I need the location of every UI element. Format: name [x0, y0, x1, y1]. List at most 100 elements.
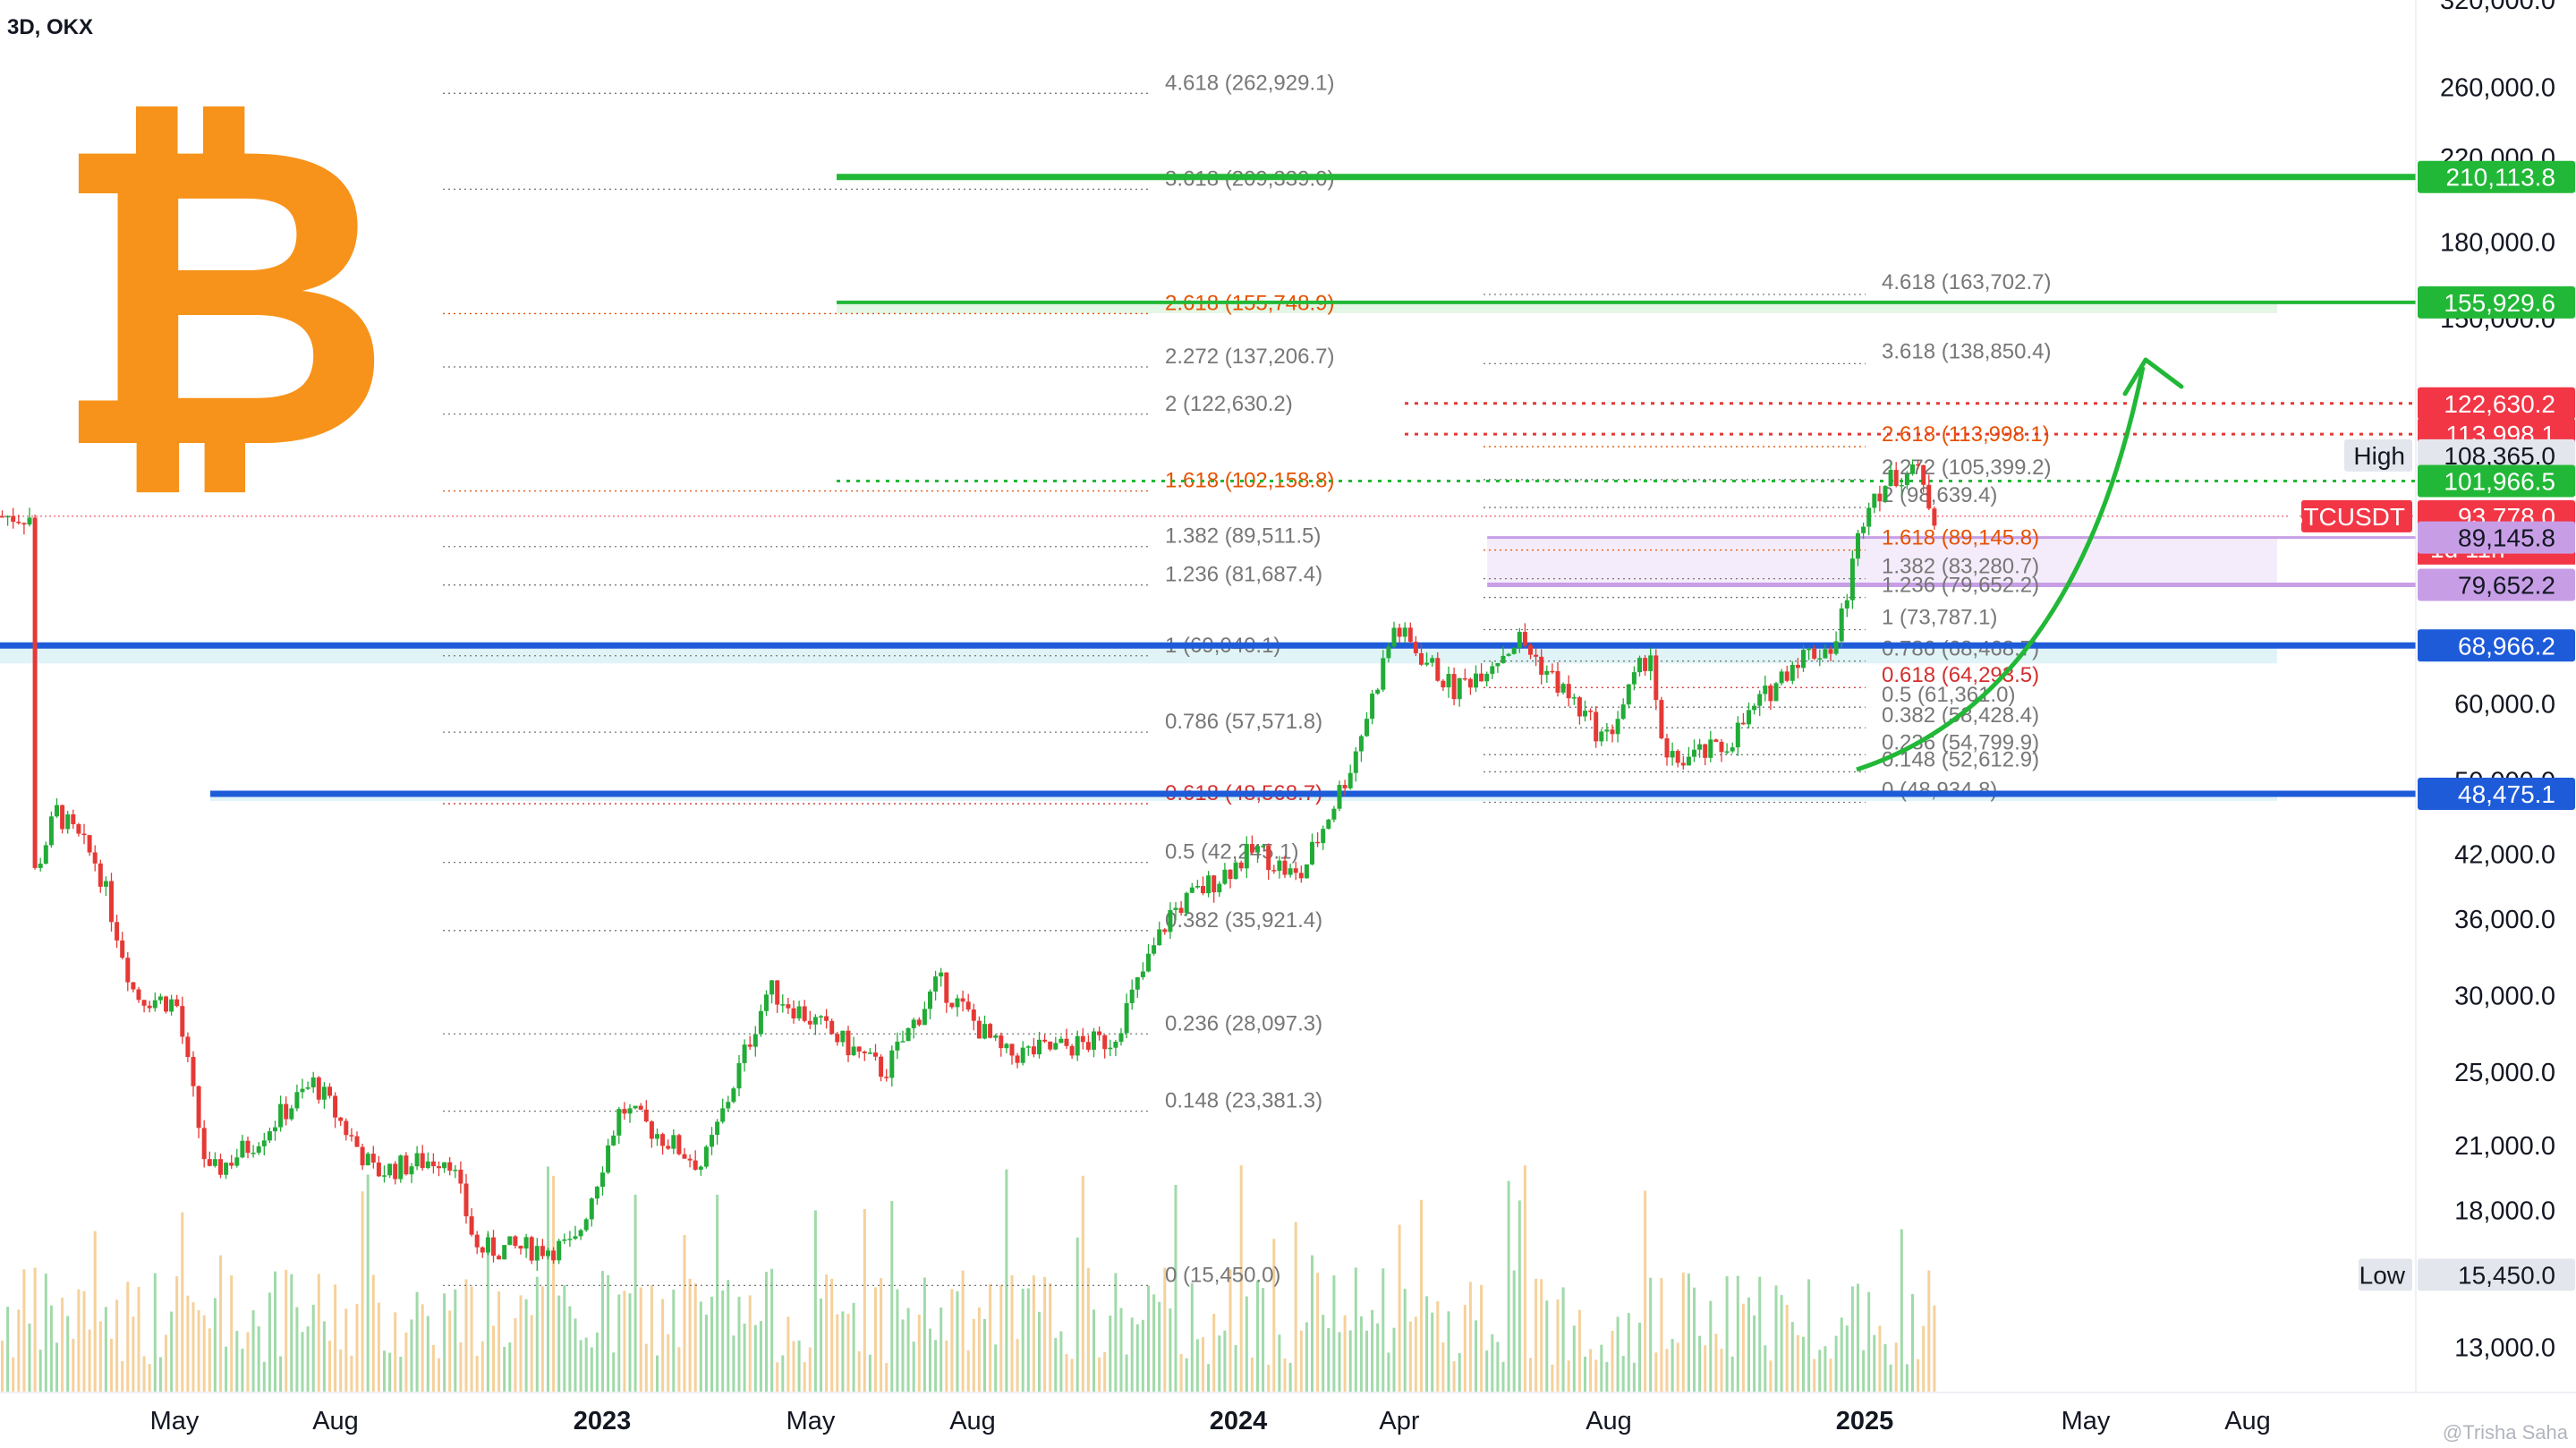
volume-bar	[781, 1355, 785, 1392]
candle-body	[360, 1146, 365, 1166]
volume-bar	[366, 1174, 370, 1392]
price-tag-prefix: Low	[2359, 1261, 2406, 1289]
candle-body	[1315, 841, 1321, 844]
volume-bar	[677, 1347, 681, 1392]
time-axis-tick: 2023	[574, 1407, 632, 1435]
time-axis-tick: May	[2062, 1407, 2111, 1435]
candle-body	[1391, 627, 1397, 647]
volume-bar	[639, 1287, 642, 1392]
volume-bar	[1616, 1316, 1620, 1392]
symbol-title[interactable]: 3D, OKX	[7, 15, 93, 39]
volume-bar	[1845, 1325, 1849, 1392]
candle-body	[43, 845, 48, 865]
price-tag-prefix: High	[2353, 442, 2405, 470]
volume-bar	[514, 1317, 517, 1392]
volume-bar	[246, 1332, 250, 1392]
candle-body	[1801, 650, 1806, 669]
candle-body	[294, 1092, 300, 1109]
volume-bar	[1627, 1313, 1630, 1392]
candle-body	[671, 1135, 676, 1149]
volume-bar	[601, 1271, 604, 1392]
candle-body	[1555, 670, 1560, 693]
candle-body	[736, 1062, 742, 1089]
candle-body	[169, 999, 174, 1012]
purple-zone	[1487, 537, 2277, 585]
candle-body	[1790, 664, 1795, 681]
price-axis: 320,000.0260,000.0220,000.0180,000.0150,…	[2415, 0, 2555, 1392]
volume-bar	[1207, 1364, 1211, 1392]
candle-body	[1823, 649, 1828, 659]
candle-body	[1020, 1047, 1025, 1063]
price-tag[interactable]: 101,966.5	[2418, 464, 2575, 498]
volume-bar	[1764, 1345, 1767, 1392]
candle-body	[999, 1035, 1004, 1049]
volume-bar	[1758, 1276, 1762, 1392]
volume-bar	[1169, 1308, 1172, 1392]
volume-bar	[213, 1298, 217, 1392]
volume-bar	[1414, 1316, 1417, 1392]
volume-bar	[929, 1328, 931, 1392]
price-tag[interactable]: 48,475.1	[2418, 777, 2575, 810]
candle-body	[207, 1159, 212, 1166]
volume-bar	[797, 1340, 801, 1392]
fib-left-label: 0.5 (42,245.1)	[1165, 840, 1298, 865]
volume-bar	[1905, 1364, 1909, 1392]
candle-body	[1490, 666, 1495, 674]
candle-body	[1719, 741, 1724, 753]
candle-body	[1583, 711, 1587, 717]
volume-bar	[1185, 1358, 1188, 1392]
candle-body	[676, 1135, 682, 1154]
candle-body	[655, 1134, 659, 1139]
volume-bar	[49, 1305, 53, 1392]
candle-body	[1747, 710, 1751, 725]
volume-bar	[44, 1273, 47, 1392]
price-tag[interactable]: 15,450.0 Low	[2359, 1258, 2575, 1291]
volume-bar	[257, 1326, 260, 1392]
candle-body	[1009, 1043, 1015, 1056]
price-tag[interactable]: 122,630.2	[2418, 387, 2575, 420]
volume-bar	[885, 1362, 888, 1392]
volume-bar	[1332, 1275, 1336, 1392]
volume-bar	[1720, 1349, 1723, 1392]
volume-bar	[890, 1201, 894, 1392]
price-tag[interactable]: 68,966.2	[2418, 629, 2575, 662]
volume-bar	[1501, 1361, 1505, 1392]
price-tag[interactable]: 210,113.8	[2418, 160, 2575, 193]
candle-body	[1866, 507, 1872, 527]
candle-body	[786, 1004, 791, 1009]
volume-bar	[1649, 1277, 1653, 1392]
price-tag-prefix-box	[2344, 439, 2412, 472]
volume-bar	[950, 1289, 954, 1392]
volume-bar	[1086, 1267, 1090, 1392]
candle-body	[1735, 722, 1740, 748]
price-tag-label: 122,630.2	[2444, 390, 2555, 418]
volume-bar	[1371, 1309, 1374, 1392]
price-tag[interactable]: 89,145.8	[2418, 521, 2575, 554]
volume-bar	[1228, 1269, 1232, 1392]
volume-bar	[1190, 1282, 1194, 1392]
candle-body	[1342, 785, 1348, 788]
volume-bar	[1747, 1297, 1750, 1392]
candle-body	[1217, 883, 1222, 893]
candle-body	[982, 1024, 987, 1039]
fib-left-label: 1.382 (89,511.5)	[1165, 524, 1321, 549]
volume-bar	[1829, 1359, 1832, 1392]
price-tag-label: 89,145.8	[2458, 524, 2555, 552]
candle-body	[960, 998, 965, 1002]
price-tag[interactable]: 79,652.2	[2418, 568, 2575, 601]
candle-body	[600, 1172, 605, 1188]
volume-bar	[770, 1268, 774, 1392]
volume-bar	[1463, 1305, 1467, 1392]
price-tag[interactable]: 155,929.6	[2418, 285, 2575, 319]
volume-bar	[1824, 1346, 1827, 1392]
candle-body	[437, 1166, 441, 1169]
candle-body	[873, 1052, 878, 1057]
volume-bar	[1065, 1354, 1068, 1392]
price-tag-box	[2418, 285, 2575, 319]
candle-body	[726, 1102, 731, 1109]
candle-body	[27, 517, 32, 525]
candle-body	[546, 1250, 550, 1256]
volume-bar	[1026, 1288, 1030, 1392]
candle-body	[256, 1146, 261, 1154]
